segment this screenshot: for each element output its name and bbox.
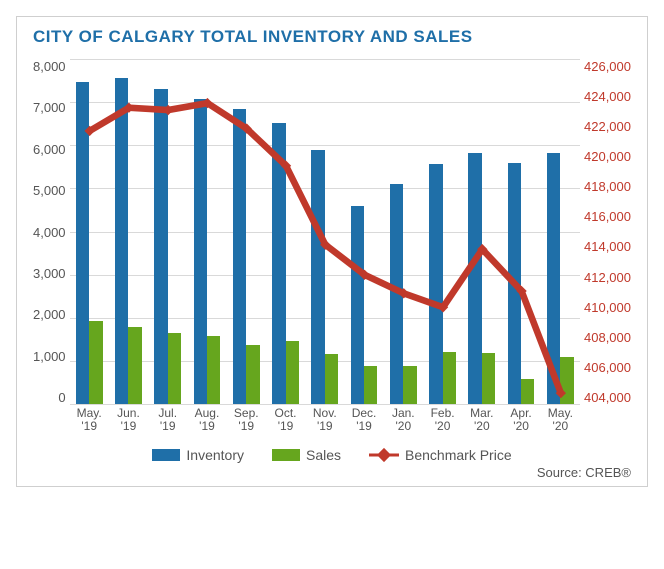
y-right-tick: 408,000 — [584, 330, 631, 345]
y-right-tick: 412,000 — [584, 270, 631, 285]
x-axis-label: Sep. '19 — [227, 405, 266, 439]
x-axis-label: May. '20 — [541, 405, 580, 439]
y-left-tick: 6,000 — [33, 142, 66, 157]
plot — [70, 59, 580, 405]
y-right-tick: 426,000 — [584, 59, 631, 74]
y-left-tick: 5,000 — [33, 183, 66, 198]
x-axis-label: Jul. '19 — [148, 405, 187, 439]
line-layer — [70, 59, 580, 569]
y-left-tick: 0 — [33, 390, 66, 405]
y-right-tick: 406,000 — [584, 360, 631, 375]
y-right-tick: 404,000 — [584, 390, 631, 405]
chart-title: CITY OF CALGARY TOTAL INVENTORY AND SALE… — [33, 27, 631, 47]
y-left-tick: 3,000 — [33, 266, 66, 281]
y-right-tick: 422,000 — [584, 119, 631, 134]
plot-wrapper: May. '19Jun. '19Jul. '19Aug. '19Sep. '19… — [70, 59, 580, 439]
x-axis-label: Oct. '19 — [266, 405, 305, 439]
x-axis-label: Nov. '19 — [305, 405, 344, 439]
y-right-tick: 414,000 — [584, 239, 631, 254]
x-axis-label: Apr. '20 — [501, 405, 540, 439]
x-axis-label: Jun. '19 — [109, 405, 148, 439]
y-right-tick: 420,000 — [584, 149, 631, 164]
x-axis-label: Jan. '20 — [384, 405, 423, 439]
legend-swatch — [369, 448, 399, 462]
x-axis-label: Aug. '19 — [187, 405, 226, 439]
y-right-tick: 416,000 — [584, 209, 631, 224]
x-axis-label: Mar. '20 — [462, 405, 501, 439]
x-axis-labels: May. '19Jun. '19Jul. '19Aug. '19Sep. '19… — [70, 405, 580, 439]
chart-container: CITY OF CALGARY TOTAL INVENTORY AND SALE… — [16, 16, 648, 487]
x-axis-label: May. '19 — [70, 405, 109, 439]
y-left-tick: 8,000 — [33, 59, 66, 74]
y-left-tick: 2,000 — [33, 307, 66, 322]
x-axis-label: Dec. '19 — [344, 405, 383, 439]
y-left-tick: 1,000 — [33, 349, 66, 364]
y-right-tick: 418,000 — [584, 179, 631, 194]
y-left-tick: 7,000 — [33, 100, 66, 115]
y-right-tick: 424,000 — [584, 89, 631, 104]
chart-plot-area: 8,000 7,000 6,000 5,000 4,000 3,000 2,000 1,000… — [33, 59, 631, 439]
y-left-tick: 4,000 — [33, 225, 66, 240]
x-axis-label: Feb. '20 — [423, 405, 462, 439]
y-right-tick: 410,000 — [584, 300, 631, 315]
y-axis-left: 8,000 7,000 6,000 5,000 4,000 3,000 2,000 1,000… — [33, 59, 70, 439]
y-axis-right: 426,000 424,000 422,000 420,000 418,000 416,0… — [580, 59, 631, 439]
